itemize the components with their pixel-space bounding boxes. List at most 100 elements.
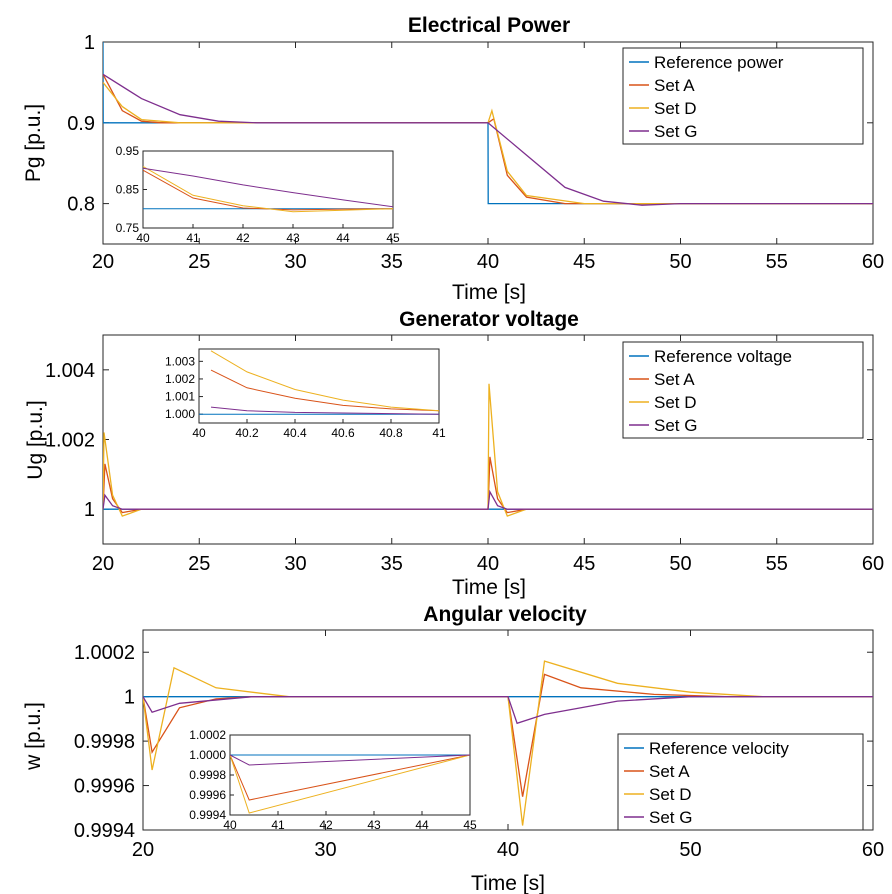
y-tick-label: 0.9996 — [74, 776, 135, 798]
inset-x-tick-label: 40 — [136, 231, 150, 245]
series-line-4 — [103, 73, 873, 206]
y-tick-label: 1.004 — [45, 360, 95, 382]
x-tick-label: 30 — [284, 251, 306, 273]
x-tick-label: 30 — [284, 553, 306, 575]
inset-series-line-3 — [230, 754, 470, 814]
chart-panel-1: 20 25 30 35 40 45 50 55 60 0.8 0.9 1 Electrical Powe… — [22, 14, 884, 304]
x-tick-label: 20 — [92, 251, 114, 273]
x-tick-label: 55 — [766, 553, 788, 575]
inset-y-tick-label: 0.9994 — [189, 808, 226, 822]
x-tick-label: 35 — [381, 251, 403, 273]
y-tick-label: 0.9994 — [74, 820, 135, 842]
x-tick-label: 40 — [477, 553, 499, 575]
x-tick-label: 60 — [862, 839, 884, 861]
y-tick-label: 1 — [84, 32, 95, 54]
y-tick-label: 0.8 — [67, 194, 95, 216]
legend-label-1: Reference power — [654, 53, 784, 72]
legend-label-2: Set A — [649, 762, 690, 781]
inset-y-tick-label: 0.9996 — [189, 788, 226, 802]
legend-label-2: Set A — [654, 370, 695, 389]
series-line-3 — [143, 660, 873, 826]
inset-x-tick-label: 40.4 — [283, 426, 307, 440]
inset-x-tick-label: 43 — [367, 818, 381, 832]
x-tick-label: 35 — [381, 553, 403, 575]
y-tick-label: 1 — [124, 687, 135, 709]
x-tick-label: 60 — [862, 553, 884, 575]
inset-series-line-3 — [143, 165, 393, 213]
inset-series-line-3 — [210, 350, 439, 412]
inset-chart: 40 41 42 43 44 45 0.75 0.85 0.95 — [116, 144, 400, 245]
inset-x-tick-label: 40 — [223, 818, 237, 832]
x-tick-label: 40 — [497, 839, 519, 861]
inset-series-line-2 — [210, 369, 439, 412]
y-tick-label: 1 — [84, 499, 95, 521]
inset-x-tick-label: 44 — [336, 231, 350, 245]
x-tick-label: 50 — [669, 553, 691, 575]
inset-x-tick-label: 45 — [386, 231, 400, 245]
x-tick-label: 45 — [573, 251, 595, 273]
inset-y-tick-label: 1.0000 — [189, 748, 226, 762]
legend: Reference velocity Set A Set D Set G — [617, 733, 864, 831]
y-axis-label: Pg [p.u.] — [22, 104, 45, 182]
inset-y-tick-label: 0.95 — [116, 144, 140, 158]
inset-plot-area — [229, 734, 471, 816]
x-tick-label: 45 — [573, 553, 595, 575]
series-line-4 — [103, 489, 873, 510]
inset-x-tick-label: 41 — [432, 426, 446, 440]
y-axis-label: Ug [p.u.] — [24, 400, 47, 479]
inset-x-tick-label: 41 — [186, 231, 200, 245]
inset-y-tick-label: 0.85 — [116, 183, 140, 197]
legend-label-2: Set A — [654, 76, 695, 95]
legend-box — [622, 341, 864, 439]
legend-label-4: Set G — [654, 416, 697, 435]
inset-x-tick-label: 44 — [415, 818, 429, 832]
inset-x-tick-label: 42 — [236, 231, 250, 245]
inset-plot-area — [198, 348, 440, 424]
inset-y-tick-label: 0.75 — [116, 221, 140, 235]
inset-plot-area — [142, 150, 394, 229]
y-axis-label: w [p.u.] — [22, 702, 45, 771]
series-line-4 — [143, 696, 873, 725]
y-tick-label: 0.9 — [67, 113, 95, 135]
x-tick-label: 25 — [188, 251, 210, 273]
x-axis-label: Time [s] — [452, 281, 526, 304]
chart-panel-2: 20 25 30 35 40 45 50 55 60 1 1.002 1.004 Generator v… — [24, 308, 884, 599]
chart-title: Angular velocity — [423, 603, 587, 626]
inset-x-tick-label: 42 — [319, 818, 333, 832]
series-line-3 — [103, 81, 873, 205]
legend: Reference power Set A Set D Set G — [622, 47, 864, 145]
series-line-2 — [103, 73, 873, 205]
legend-label-1: Reference velocity — [649, 739, 789, 758]
inset-series-line-4 — [143, 167, 393, 208]
x-tick-label: 25 — [188, 553, 210, 575]
inset-x-tick-label: 40.6 — [331, 426, 355, 440]
x-axis-label: Time [s] — [471, 872, 545, 894]
legend-label-4: Set G — [654, 122, 697, 141]
legend-label-1: Reference voltage — [654, 347, 792, 366]
inset-chart: 40 40.2 40.4 40.6 40.8 41 1.000 1.001 1.002 1.003 — [165, 348, 446, 440]
inset-series-line-2 — [230, 754, 470, 801]
x-tick-label: 60 — [862, 251, 884, 273]
x-tick-label: 50 — [669, 251, 691, 273]
inset-x-tick-label: 40.8 — [379, 426, 403, 440]
x-tick-label: 50 — [679, 839, 701, 861]
inset-series-line-4 — [230, 754, 470, 766]
chart-title: Electrical Power — [408, 14, 570, 37]
inset-y-tick-label: 1.003 — [165, 354, 195, 368]
inset-y-tick-label: 1.001 — [165, 390, 195, 404]
inset-y-tick-label: 1.0002 — [189, 728, 226, 742]
legend-box — [622, 47, 864, 145]
inset-x-tick-label: 45 — [463, 818, 477, 832]
inset-y-tick-label: 0.9998 — [189, 768, 226, 782]
x-tick-label: 40 — [477, 251, 499, 273]
legend-label-3: Set D — [654, 99, 697, 118]
legend-label-3: Set D — [654, 393, 697, 412]
inset-x-tick-label: 43 — [286, 231, 300, 245]
inset-x-tick-label: 40 — [192, 426, 206, 440]
y-tick-label: 1.0002 — [74, 642, 135, 664]
series-line-2 — [143, 673, 873, 797]
inset-series-line-4 — [210, 406, 439, 415]
x-tick-label: 20 — [92, 553, 114, 575]
legend-label-3: Set D — [649, 785, 692, 804]
